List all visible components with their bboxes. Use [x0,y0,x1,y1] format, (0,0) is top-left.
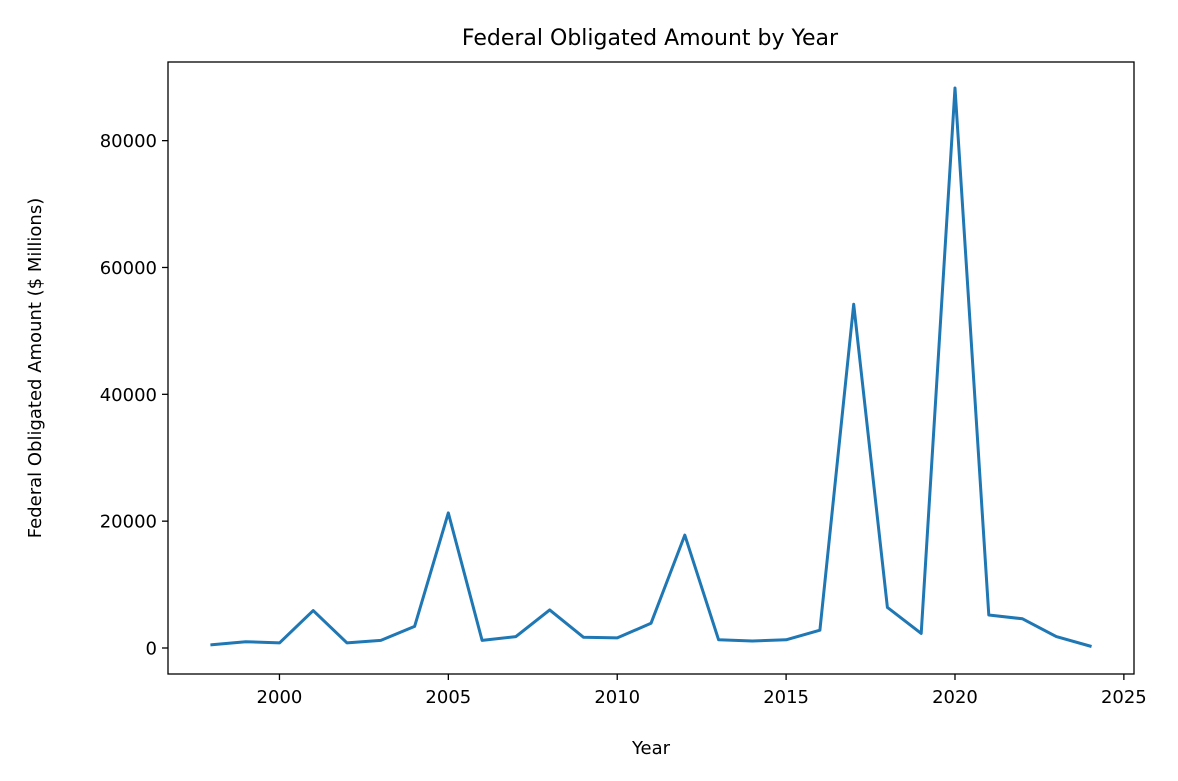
chart-title: Federal Obligated Amount by Year [462,26,839,51]
x-axis: 2000 2005 2010 2015 2020 2025 [257,674,1147,708]
x-tick-label-2010: 2010 [594,687,640,708]
y-tick-label-0: 0 [146,638,157,659]
y-axis: 0 20000 40000 60000 80000 [100,131,168,659]
y-tick-label-80000: 80000 [100,131,157,152]
plot-area [210,86,1092,648]
x-axis-label: Year [631,738,671,759]
y-tick-label-40000: 40000 [100,385,157,406]
x-tick-label-2005: 2005 [425,687,471,708]
y-axis-label: Federal Obligated Amount ($ Millions) [25,198,46,538]
x-tick-label-2000: 2000 [257,687,303,708]
y-tick-label-20000: 20000 [100,512,157,533]
axes-frame [167,61,1135,675]
x-tick-label-2020: 2020 [932,687,978,708]
y-tick-label-60000: 60000 [100,258,157,279]
x-tick-label-2015: 2015 [763,687,809,708]
series-line-0 [210,86,1092,648]
x-tick-label-2025: 2025 [1101,687,1147,708]
